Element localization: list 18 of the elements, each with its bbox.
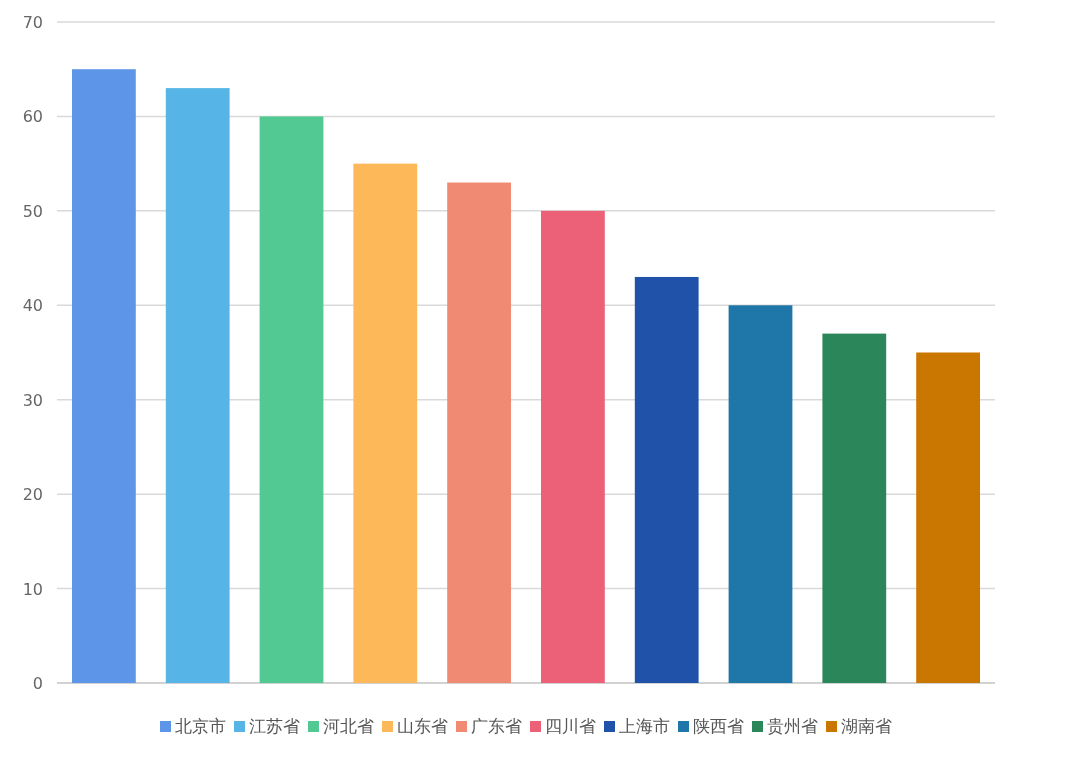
- y-tick-label: 10: [22, 579, 43, 599]
- legend-label: 陕西省: [693, 716, 744, 736]
- legend-label: 河北省: [323, 716, 374, 736]
- legend-label: 贵州省: [767, 716, 818, 736]
- legend-label: 北京市: [175, 716, 226, 736]
- y-tick-label: 30: [22, 390, 43, 410]
- legend-label: 上海市: [619, 716, 670, 736]
- y-tick-label: 60: [22, 107, 43, 127]
- legend-label: 广东省: [471, 716, 522, 736]
- y-tick-label: 0: [32, 674, 43, 693]
- y-tick-label: 40: [22, 296, 43, 316]
- y-tick-label: 70: [22, 13, 43, 32]
- y-tick-label: 50: [22, 201, 43, 221]
- legend-label: 四川省: [545, 716, 596, 736]
- legend-label: 江苏省: [249, 716, 300, 736]
- legend-label: 湖南省: [841, 716, 892, 736]
- y-tick-label: 20: [22, 485, 43, 505]
- legend-label: 山东省: [397, 716, 448, 736]
